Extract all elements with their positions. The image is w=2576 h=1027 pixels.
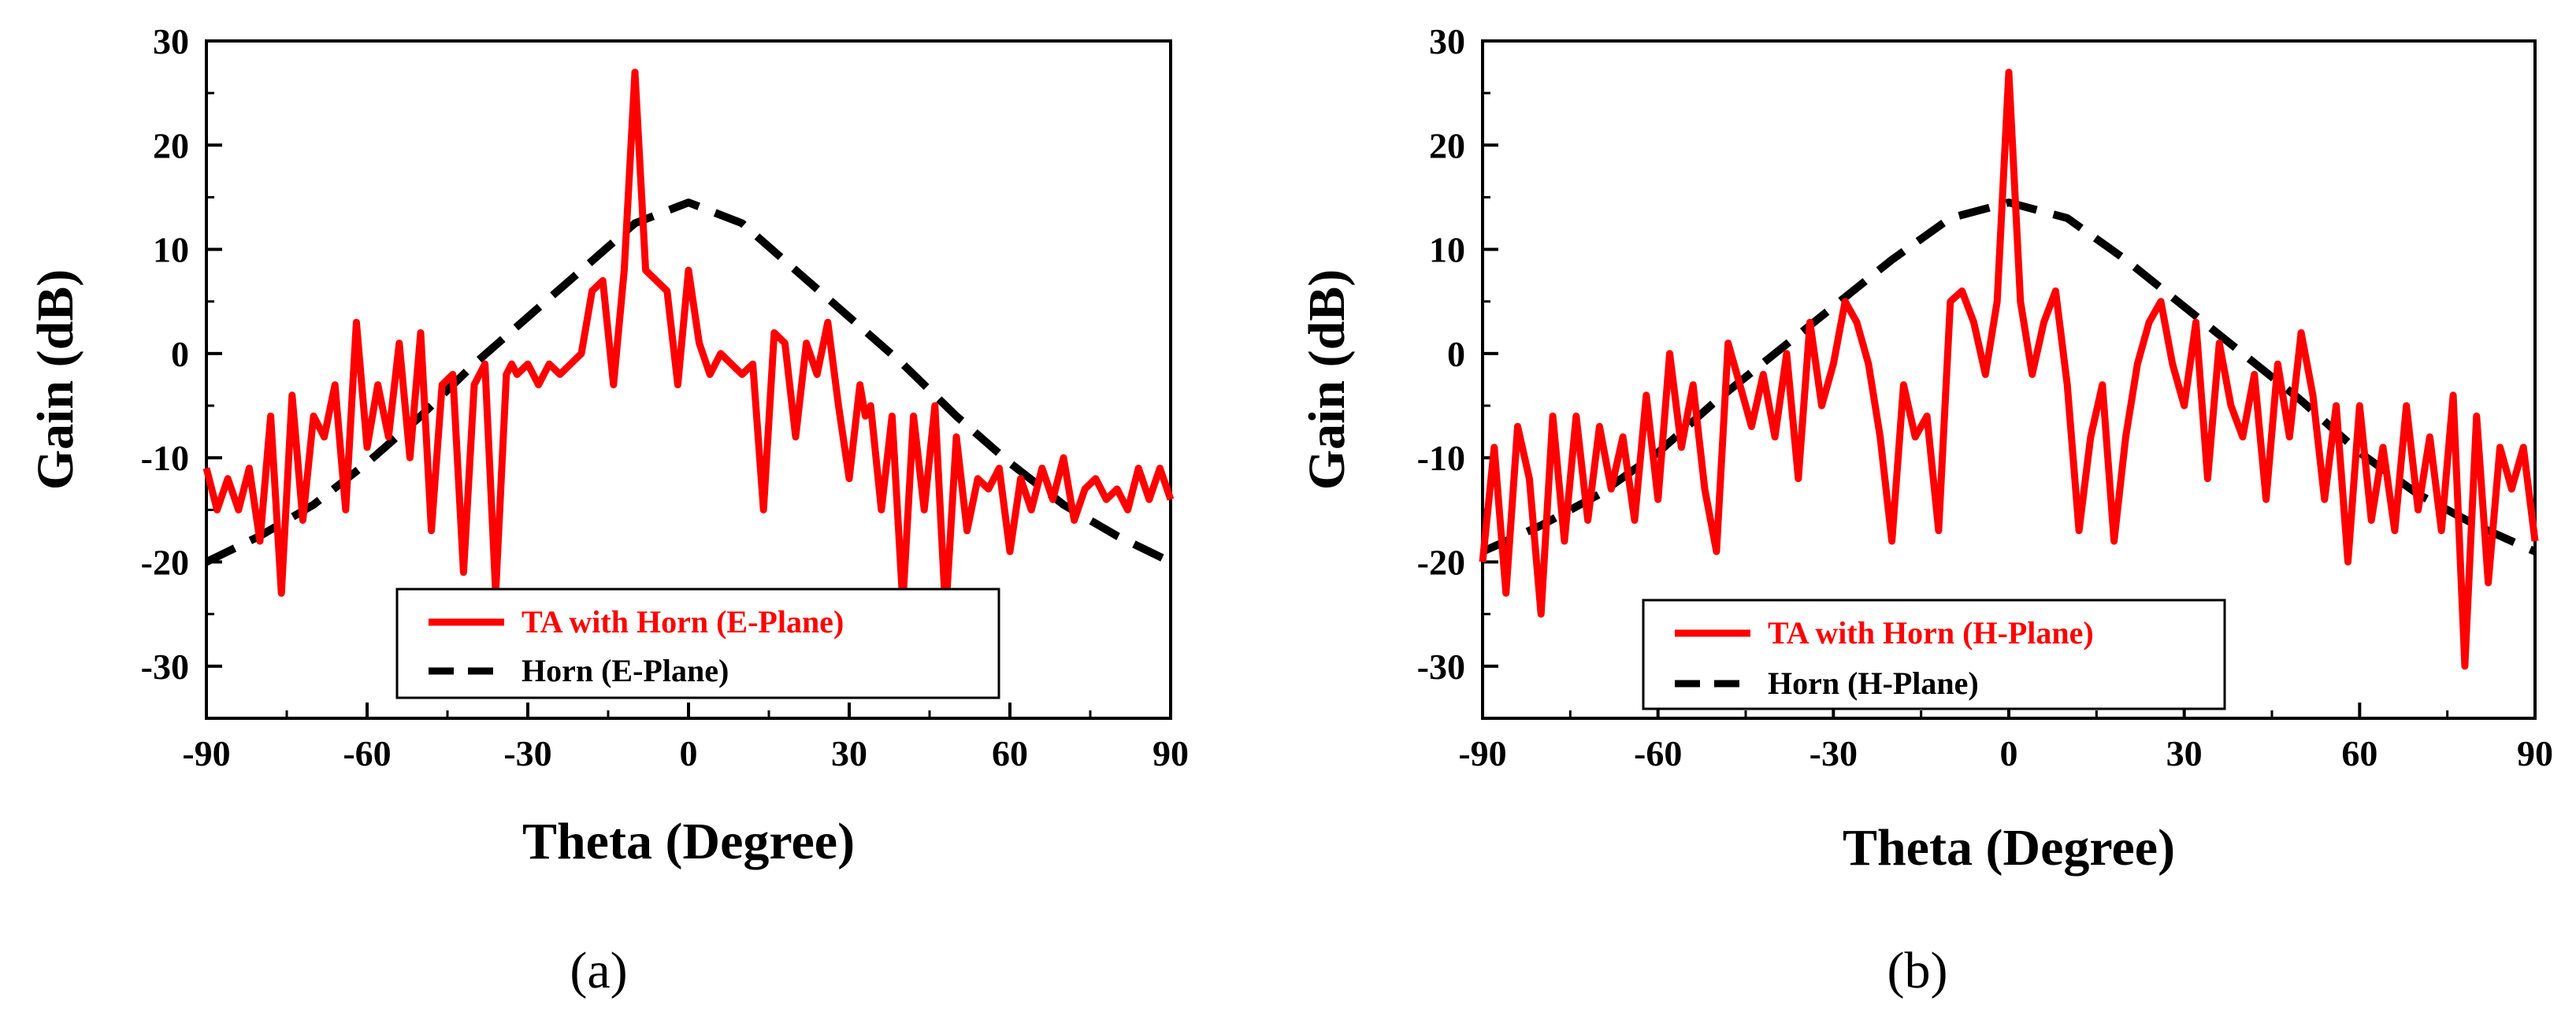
- y-tick-label: -10: [1417, 438, 1465, 478]
- y-tick-label: 30: [1429, 21, 1465, 61]
- legend-label-horn-b: Horn (H-Plane): [1768, 666, 1979, 701]
- x-tick-labels-b: -90 -60 -30 0 30 60 90: [1458, 733, 2553, 773]
- y-tick-label: 30: [153, 21, 189, 61]
- x-tick-label: 90: [1153, 733, 1189, 773]
- x-tick-label: -30: [503, 733, 551, 773]
- y-tick-label: 0: [171, 334, 189, 374]
- x-tick-labels-a: -90 -60 -30 0 30 60 90: [182, 733, 1189, 773]
- panel-label-b: (b): [1887, 942, 1948, 999]
- legend-box-a: [395, 588, 1000, 699]
- y-axis-label-a: Gain (dB): [27, 269, 84, 491]
- panel-label-a: (a): [570, 942, 627, 999]
- x-tick-label: -90: [1458, 733, 1506, 773]
- ticks-a: [205, 39, 1172, 720]
- y-tick-label: -30: [141, 647, 189, 687]
- legend-box-b: [1642, 599, 2226, 710]
- y-tick-labels-a: -30 -20 -10 0 10 20 30: [141, 21, 189, 687]
- x-tick-label: -60: [343, 733, 391, 773]
- x-tick-label: 60: [2341, 733, 2377, 773]
- x-tick-label: 90: [2517, 733, 2553, 773]
- y-tick-label: -30: [1417, 647, 1465, 687]
- legend-a: TA with Horn (E-Plane) Horn (E-Plane): [395, 588, 1000, 699]
- chart-panel-a: -30 -20 -10 0 10 20 30 -90 -60 -30 0 30 60 90 Theta …: [27, 21, 1189, 999]
- x-tick-label: -30: [1810, 733, 1858, 773]
- x-axis-label-a: Theta (Degree): [522, 813, 855, 870]
- x-tick-label: 0: [2000, 733, 2018, 773]
- series-line-ta: [202, 69, 1175, 618]
- y-tick-label: 20: [153, 125, 189, 165]
- legend-label-ta-a: TA with Horn (E-Plane): [522, 604, 844, 640]
- y-tick-label: -20: [141, 543, 189, 583]
- x-tick-label: 60: [992, 733, 1028, 773]
- x-tick-label: 30: [2166, 733, 2203, 773]
- series-line-horn: [1480, 198, 2537, 555]
- series-lines-b: [1479, 69, 2539, 670]
- x-axis-label-b: Theta (Degree): [1843, 819, 2175, 877]
- x-tick-label: 0: [680, 733, 698, 773]
- x-tick-label: -90: [182, 733, 230, 773]
- y-tick-label: -10: [141, 438, 189, 478]
- y-axis-label-b: Gain (dB): [1298, 269, 1356, 491]
- y-tick-label: 10: [1429, 230, 1465, 270]
- y-tick-label: 20: [1429, 125, 1465, 165]
- y-tick-label: 0: [1447, 334, 1465, 374]
- series-line-horn: [204, 198, 1173, 565]
- series-line-ta: [1479, 69, 2539, 670]
- y-tick-label: -20: [1417, 543, 1465, 583]
- y-tick-label: 10: [153, 230, 189, 270]
- x-tick-label: -60: [1634, 733, 1682, 773]
- x-tick-label: 30: [831, 733, 867, 773]
- legend-label-horn-a: Horn (E-Plane): [522, 653, 729, 688]
- legend-b: TA with Horn (H-Plane) Horn (H-Plane): [1642, 599, 2226, 710]
- y-tick-labels-b: -30 -20 -10 0 10 20 30: [1417, 21, 1465, 687]
- series-lines-a: [202, 69, 1175, 618]
- chart-panel-b: -30 -20 -10 0 10 20 30 -90 -60 -30 0 30 60 90 Theta …: [1298, 21, 2553, 999]
- legend-label-ta-b: TA with Horn (H-Plane): [1768, 615, 2094, 651]
